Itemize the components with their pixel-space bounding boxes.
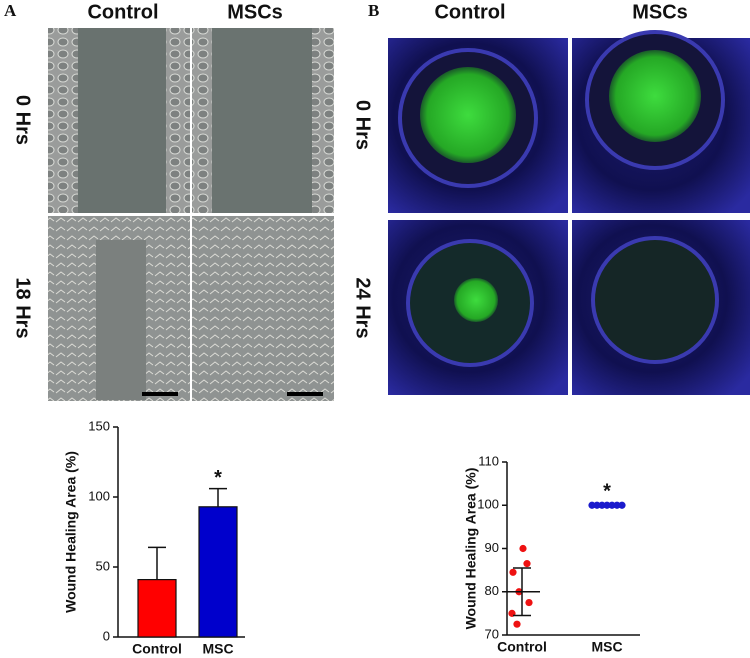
wound-gap [78, 28, 166, 213]
y-tick-label: 0 [103, 628, 110, 643]
row-header: 0 Hrs [12, 95, 34, 145]
y-tick-label: 100 [88, 488, 110, 503]
point [588, 501, 596, 509]
point [513, 620, 521, 628]
bar [137, 578, 177, 638]
point [598, 501, 606, 509]
panel-b-images [388, 30, 750, 395]
point [519, 544, 527, 553]
stain [420, 67, 516, 163]
point [593, 501, 601, 509]
column-header: Control [87, 1, 158, 23]
point [618, 501, 626, 509]
y-tick-label: 100 [477, 497, 499, 512]
significance-mark: * [603, 481, 611, 503]
x-tick-label: MSC [202, 641, 233, 657]
point [523, 560, 531, 568]
row-header: 0 Hrs [352, 100, 374, 150]
point [613, 501, 621, 509]
x-tick-label: Control [497, 639, 547, 655]
column-header: MSCs [632, 1, 688, 23]
y-tick-label: 110 [478, 453, 499, 468]
point [509, 568, 517, 576]
bar [198, 506, 238, 638]
point [603, 501, 611, 509]
eye [591, 236, 719, 364]
row-header: 18 Hrs [12, 277, 34, 338]
wound-gap [212, 28, 312, 213]
panel-label: B [368, 1, 379, 20]
y-tick-label: 90 [485, 540, 499, 555]
panel-a-images [48, 28, 334, 401]
wound-gap [96, 240, 146, 400]
y-tick-label: 80 [485, 583, 499, 598]
x-tick-label: MSC [591, 639, 622, 655]
y-axis-label: Wound Healing Area (%) [463, 468, 479, 630]
micrograph [192, 216, 334, 401]
point [525, 598, 533, 607]
stain [454, 278, 498, 322]
point [608, 501, 616, 509]
row-header: 24 Hrs [352, 277, 374, 338]
column-header: Control [434, 1, 505, 23]
y-tick-label: 150 [88, 418, 110, 433]
y-tick-label: 50 [96, 558, 110, 573]
stain [609, 50, 701, 142]
y-axis-label: Wound Healing Area (%) [63, 451, 79, 613]
column-header: MSCs [227, 1, 283, 23]
significance-mark: * [214, 467, 222, 489]
panel-label: A [4, 1, 17, 20]
x-tick-label: Control [132, 641, 182, 657]
y-tick-label: 70 [485, 626, 499, 641]
